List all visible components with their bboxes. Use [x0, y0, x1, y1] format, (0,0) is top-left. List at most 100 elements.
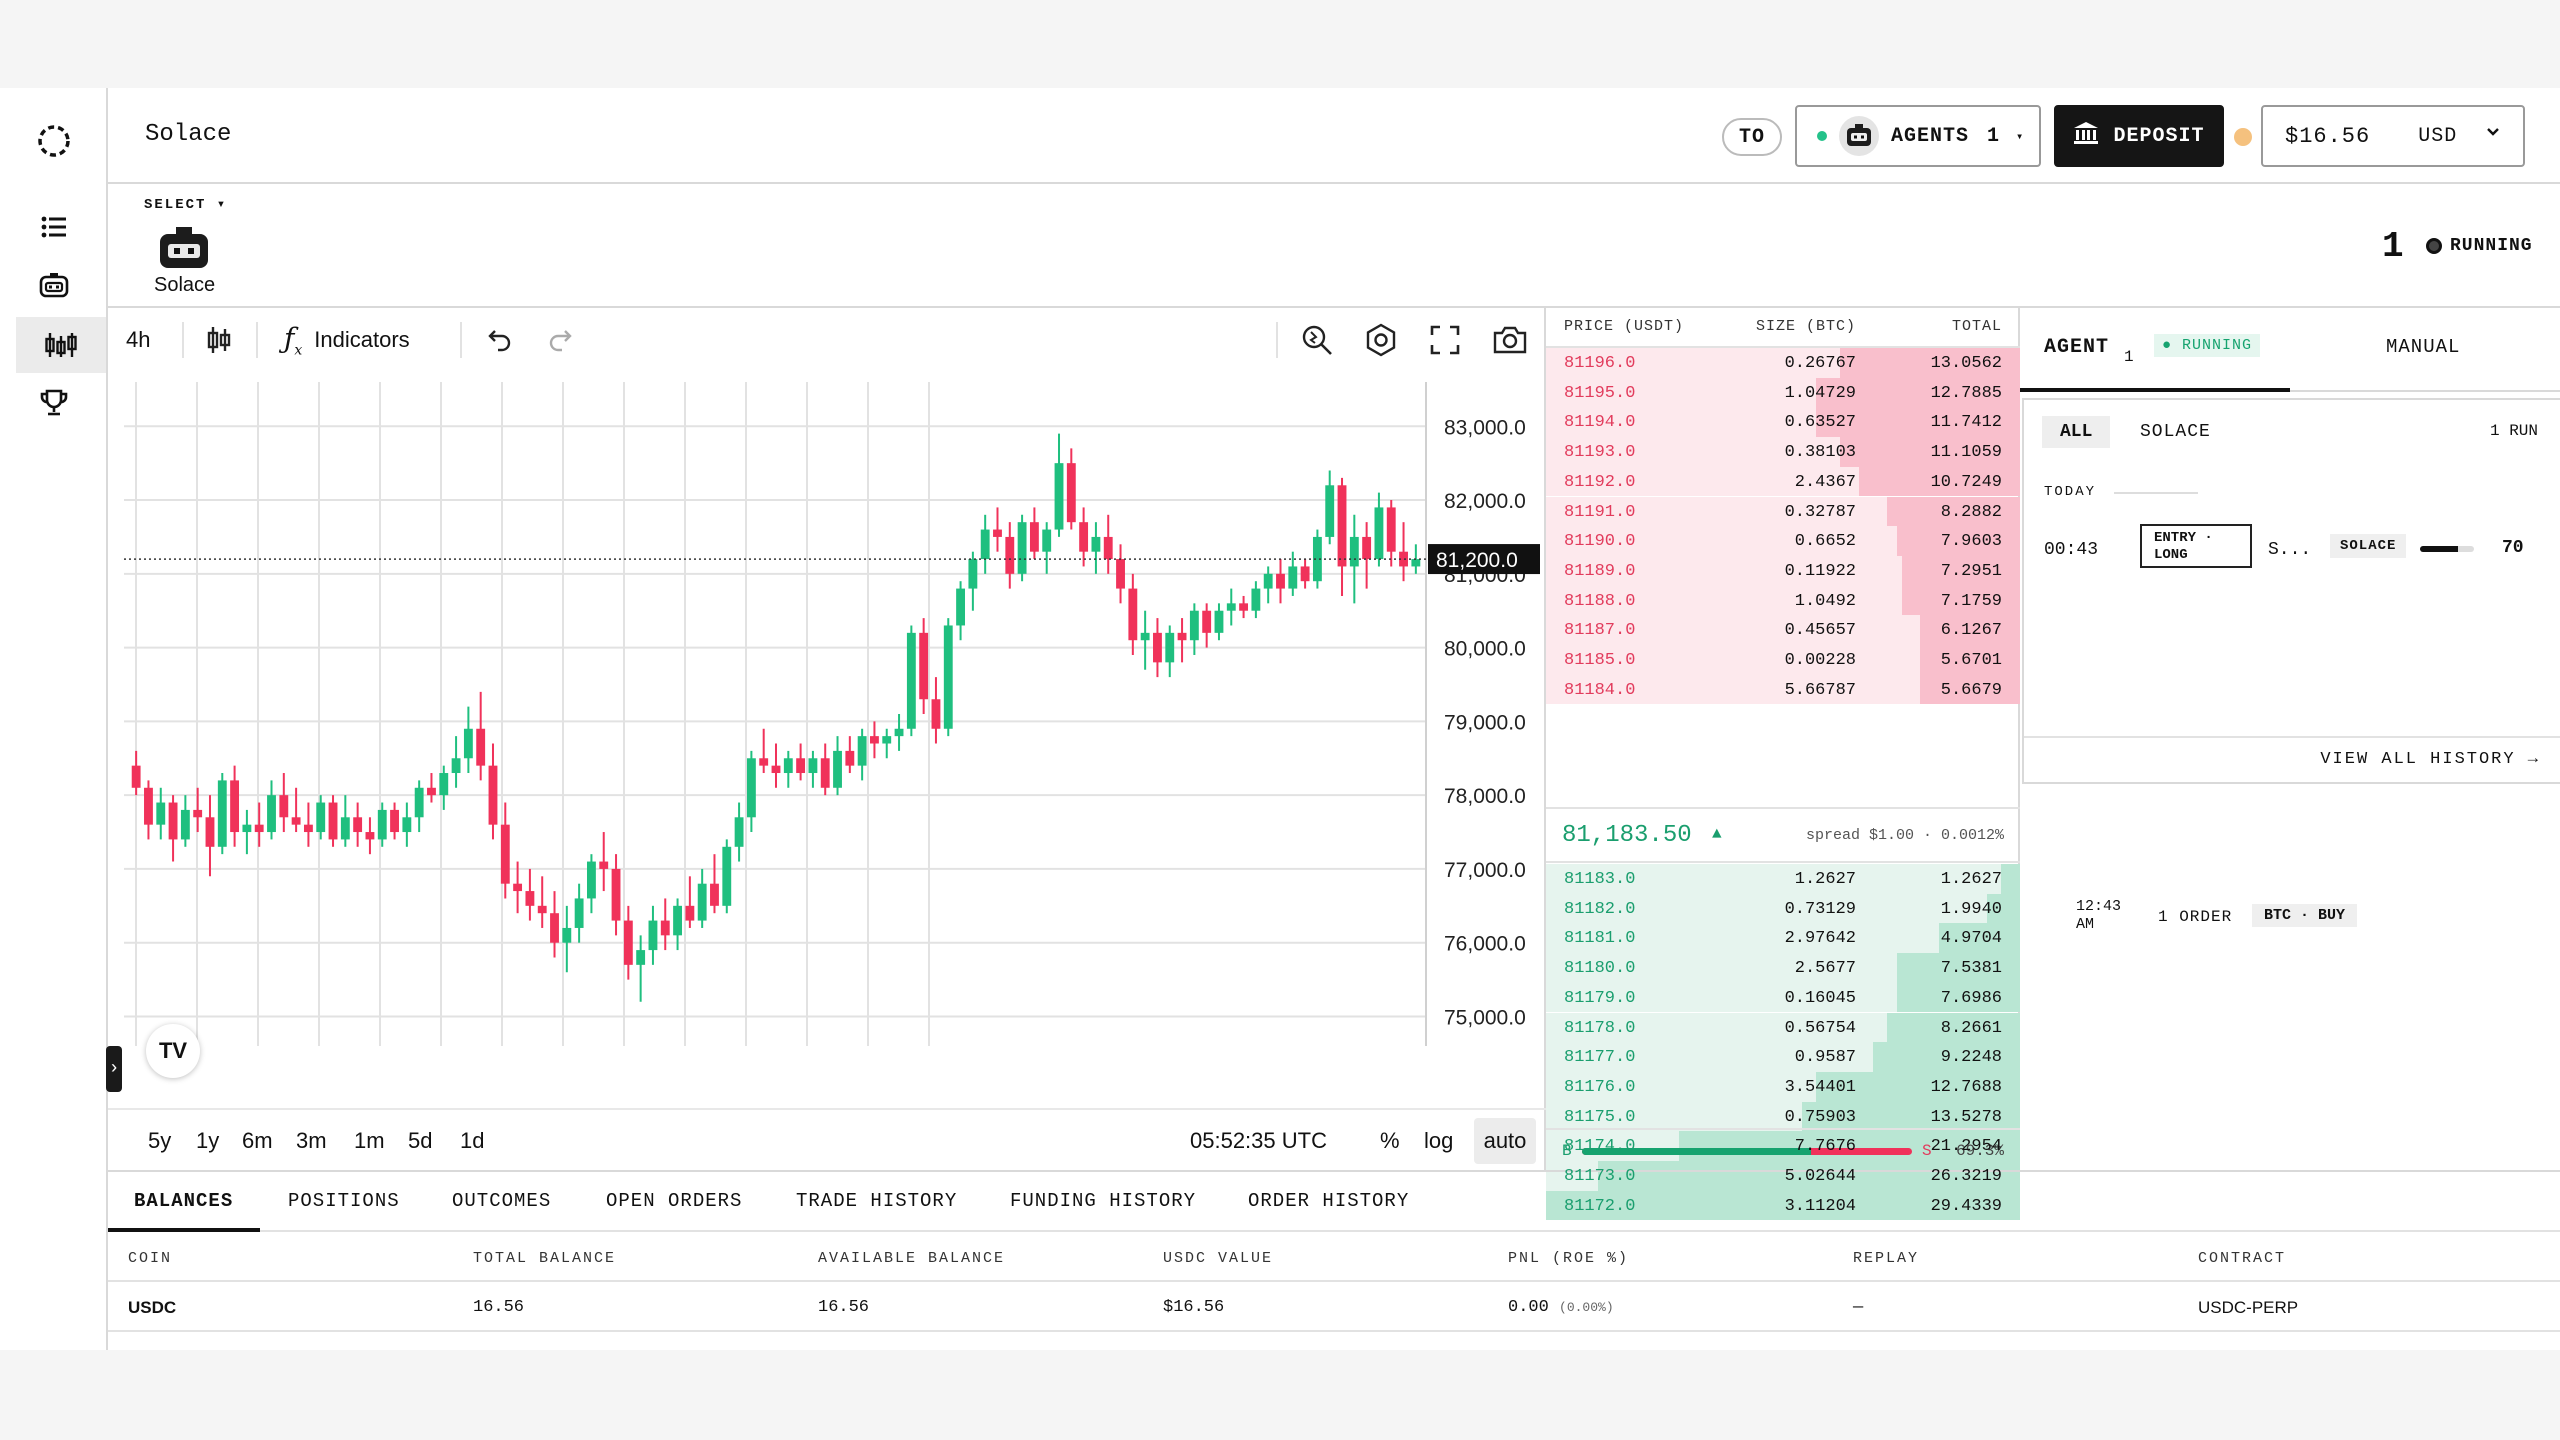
size-cell: 0.26767	[1784, 354, 1856, 373]
settings-icon[interactable]	[1364, 322, 1398, 358]
range-3m[interactable]: 3m	[296, 1128, 327, 1153]
select-dropdown[interactable]: SELECT ▾	[144, 197, 228, 213]
bid-row[interactable]: 81177.0 0.9587 9.2248	[1546, 1042, 2020, 1072]
candle-body	[1153, 632, 1162, 663]
column-header[interactable]: USDC VALUE	[1163, 1250, 1274, 1267]
bid-row[interactable]: 81182.0 0.73129 1.9940	[1546, 893, 2020, 924]
tab-open-orders[interactable]: OPEN ORDERS	[606, 1190, 743, 1212]
redo-icon[interactable]	[548, 322, 576, 358]
agents-dropdown[interactable]: AGENTS 1 ▾	[1795, 105, 2041, 167]
tradingview-logo-icon[interactable]: TV	[146, 1024, 200, 1078]
column-header[interactable]: CONTRACT	[2198, 1250, 2287, 1267]
bid-row[interactable]: 81178.0 0.56754 8.2661	[1546, 1012, 2020, 1043]
price-chart[interactable]: 75,000.0 76,000.0 77,000.0 78,000.0 79,000.0…	[108, 372, 1546, 1108]
ask-row[interactable]: 81185.0 0.00228 5.6701	[1546, 645, 2020, 675]
table-row[interactable]: USDC 16.56 16.56 $16.56 0.00 (0.00%) — U…	[108, 1282, 2560, 1332]
balance-selector[interactable]: $16.56 USD	[2261, 105, 2525, 167]
tab-trade-history[interactable]: TRADE HISTORY	[796, 1190, 958, 1212]
size-cell: 3.54401	[1784, 1077, 1856, 1097]
robot-icon[interactable]	[26, 260, 82, 310]
ask-row[interactable]: 81193.0 0.38103 11.1059	[1546, 437, 2020, 467]
auto-scale-toggle[interactable]: auto	[1474, 1118, 1536, 1164]
balances-table-header: COIN TOTAL BALANCE AVAILABLE BALANCE USD…	[108, 1232, 2560, 1282]
chart-clock[interactable]: 05:52:35 UTC	[1190, 1128, 1327, 1153]
log-toggle[interactable]: log	[1424, 1128, 1454, 1153]
candlestick-chart[interactable]: 75,000.0 76,000.0 77,000.0 78,000.0 79,000.0…	[108, 372, 1546, 1108]
total-cell: 5.6701	[1940, 651, 2002, 670]
undo-icon[interactable]	[484, 322, 512, 358]
size-cell: 0.38103	[1784, 443, 1856, 463]
quick-search-icon[interactable]	[1300, 322, 1334, 358]
history-badge[interactable]: BTC · BUY	[2252, 904, 2358, 927]
size-cell: 0.73129	[1784, 899, 1856, 919]
list-icon[interactable]	[26, 202, 82, 252]
collapse-rail-button[interactable]: ›	[106, 1046, 122, 1092]
to-button[interactable]: TO	[1722, 118, 1782, 156]
ask-row[interactable]: 81196.0 0.26767 13.0562	[1546, 348, 2020, 378]
range-6m[interactable]: 6m	[242, 1128, 273, 1153]
trophy-icon[interactable]	[26, 378, 82, 428]
column-header[interactable]: COIN	[128, 1250, 173, 1267]
size-cell: 0.75903	[1784, 1107, 1856, 1127]
ask-row[interactable]: 81184.0 5.66787 5.6679	[1546, 674, 2020, 705]
view-all-history-link[interactable]: VIEW ALL HISTORY →	[2320, 750, 2540, 769]
candlestick-chart-icon[interactable]	[16, 317, 106, 373]
bid-row[interactable]: 81179.0 0.16045 7.6986	[1546, 982, 2020, 1013]
fullscreen-icon[interactable]	[1430, 322, 1460, 358]
bid-row[interactable]: 81181.0 2.97642 4.9704	[1546, 923, 2020, 954]
agent-avatar-icon[interactable]	[156, 224, 212, 277]
ask-row[interactable]: 81195.0 1.04729 12.7885	[1546, 377, 2020, 408]
candle-body	[131, 765, 141, 788]
ask-row[interactable]: 81194.0 0.63527 11.7412	[1546, 407, 2020, 438]
spread-info: spread $1.00 · 0.0012%	[1805, 827, 2004, 844]
candle-body	[365, 832, 375, 840]
interval-selector[interactable]: 4h	[126, 327, 151, 352]
bid-row[interactable]: 81174.0 7.7676 21.2954	[1546, 1131, 2020, 1161]
price-cell: 81192.0	[1564, 472, 1636, 492]
bid-row[interactable]: 81176.0 3.54401 12.7688	[1546, 1071, 2020, 1102]
tab-balances[interactable]: BALANCES	[108, 1172, 260, 1232]
column-header[interactable]: PNL (ROE %)	[1508, 1250, 1630, 1267]
tab-manual[interactable]: MANUAL	[2386, 336, 2461, 358]
entry-badge[interactable]: ENTRY · LONG	[2140, 524, 2252, 568]
replay-cell[interactable]: —	[1853, 1298, 1864, 1317]
ask-row[interactable]: 81187.0 0.45657 6.1267	[1546, 615, 2020, 645]
bid-row[interactable]: 81173.0 5.02644 26.3219	[1546, 1161, 2020, 1191]
tab-order-history[interactable]: ORDER HISTORY	[1248, 1190, 1410, 1212]
filter-solace[interactable]: SOLACE	[2140, 422, 2211, 442]
ask-row[interactable]: 81190.0 0.6652 7.9603	[1546, 526, 2020, 556]
range-1m[interactable]: 1m	[354, 1128, 385, 1153]
deposit-button[interactable]: DEPOSIT	[2054, 105, 2224, 167]
logo-icon[interactable]	[26, 116, 82, 166]
column-header[interactable]: TOTAL BALANCE	[473, 1250, 617, 1267]
tab-funding-history[interactable]: FUNDING HISTORY	[1010, 1190, 1197, 1212]
range-1y[interactable]: 1y	[196, 1128, 220, 1153]
range-1d[interactable]: 1d	[460, 1128, 485, 1153]
ask-row[interactable]: 81192.0 2.4367 10.7249	[1546, 466, 2020, 497]
pnl-cell: 0.00 (0.00%)	[1508, 1298, 1614, 1317]
y-tick-label: 83,000.0	[1444, 416, 1526, 439]
currency-label: USD	[2418, 124, 2458, 148]
indicators-button[interactable]: ƒx Indicators	[284, 322, 410, 359]
ask-row[interactable]: 81189.0 0.11922 7.2951	[1546, 555, 2020, 586]
tab-positions[interactable]: POSITIONS	[288, 1190, 400, 1212]
size-cell: 0.16045	[1784, 988, 1856, 1008]
ask-row[interactable]: 81191.0 0.32787 8.2882	[1546, 496, 2020, 527]
camera-icon[interactable]	[1492, 322, 1528, 358]
bid-row[interactable]: 81180.0 2.5677 7.5381	[1546, 953, 2020, 983]
range-5d[interactable]: 5d	[408, 1128, 433, 1153]
total-balance-cell: 16.56	[473, 1298, 525, 1317]
bid-row[interactable]: 81175.0 0.75903 13.5278	[1546, 1101, 2020, 1132]
chart-type-icon[interactable]	[204, 322, 234, 358]
tab-agent[interactable]: AGENT 1 ● RUNNING	[2020, 308, 2290, 392]
range-5y[interactable]: 5y	[148, 1128, 172, 1153]
ask-row[interactable]: 81188.0 1.0492 7.1759	[1546, 585, 2020, 616]
bid-row[interactable]: 81183.0 1.2627 1.2627	[1546, 864, 2020, 894]
column-header[interactable]: REPLAY	[1853, 1250, 1920, 1267]
tab-outcomes[interactable]: OUTCOMES	[452, 1190, 552, 1212]
column-header[interactable]: AVAILABLE BALANCE	[818, 1250, 1006, 1267]
filter-all[interactable]: ALL	[2042, 416, 2111, 448]
candle-body	[685, 905, 695, 921]
percent-toggle[interactable]: %	[1380, 1128, 1400, 1153]
bid-row[interactable]: 81172.0 3.11204 29.4339	[1546, 1190, 2020, 1221]
